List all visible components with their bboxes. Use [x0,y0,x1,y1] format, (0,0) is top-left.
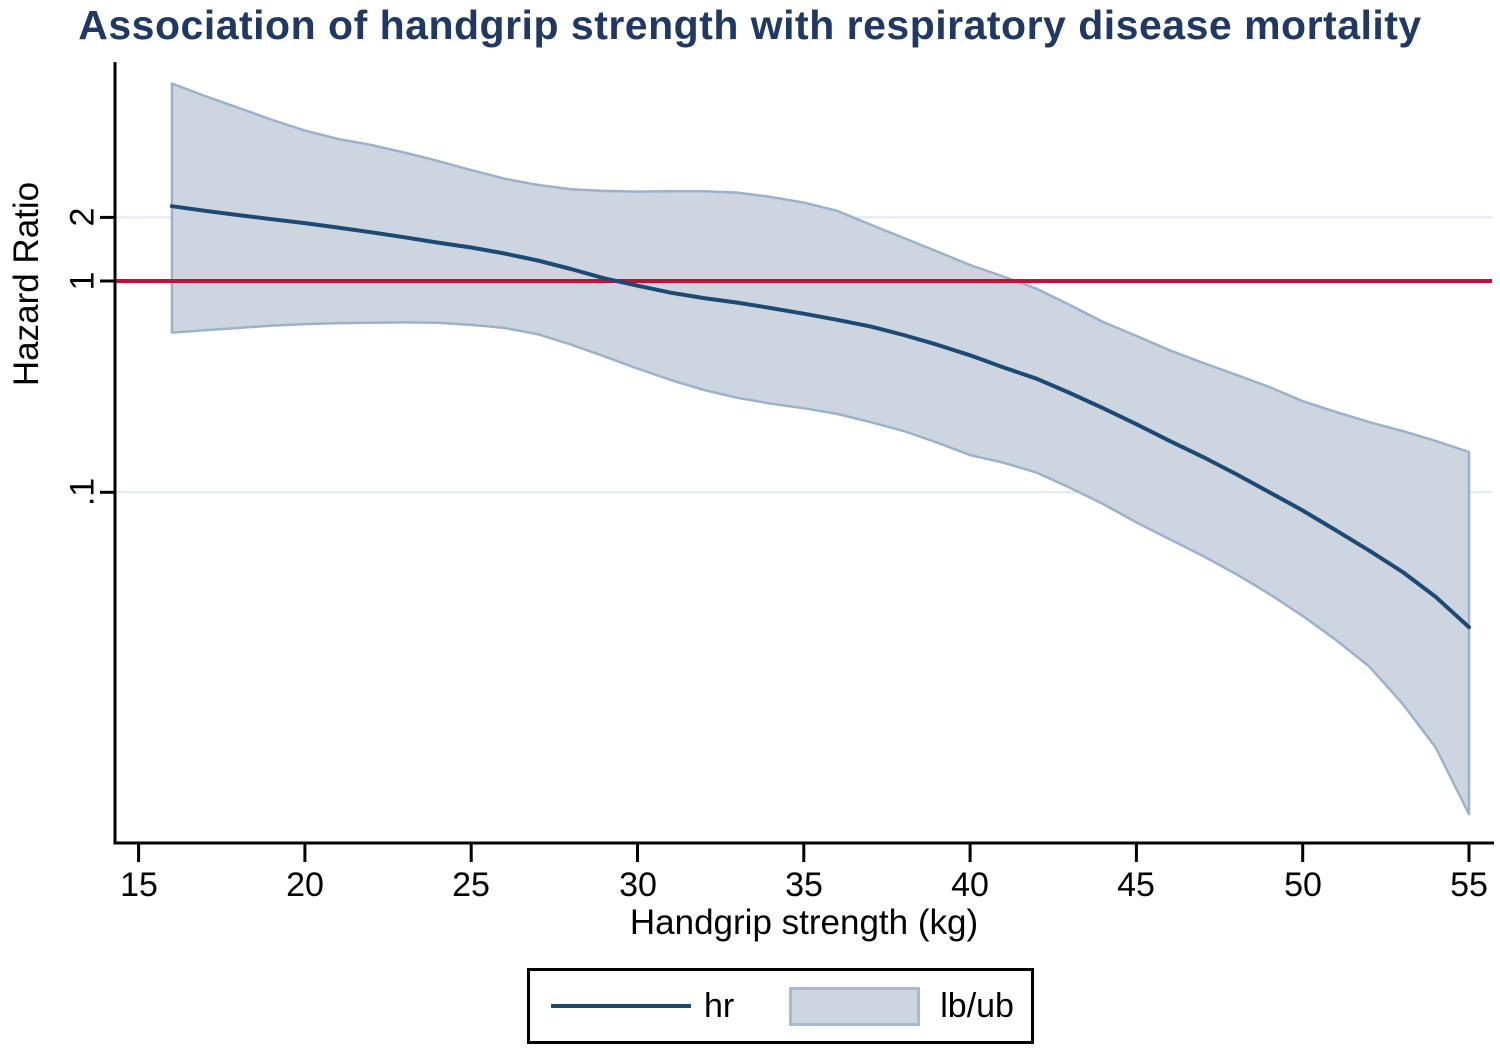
chart-title: Association of handgrip strength with re… [78,2,1422,48]
y-axis-label: Hazard Ratio [7,181,46,387]
y-tick-label-1: 1 [63,271,102,291]
axes [100,62,1494,862]
y-tick-label-01: .1 [63,477,102,507]
legend: hr lb/ub [527,968,1034,1044]
legend-label-hr: hr [704,986,735,1025]
x-tick-label-15: 15 [120,866,158,904]
x-axis-label: Handgrip strength (kg) [629,903,979,942]
x-tick-label-45: 45 [1117,866,1155,904]
x-tick-label-20: 20 [286,866,324,904]
y-tick-label-2: 2 [63,207,102,227]
legend-line-swatch [551,1004,691,1008]
x-tick-label-40: 40 [951,866,989,904]
legend-label-lbub: lb/ub [940,986,1014,1025]
x-tick-label-50: 50 [1284,866,1322,904]
x-tick-label-30: 30 [619,866,657,904]
x-tick-label-55: 55 [1450,866,1488,904]
legend-band-swatch [789,986,921,1026]
x-tick-label-25: 25 [452,866,490,904]
hr-line [169,204,1471,630]
confidence-band [170,82,1471,816]
x-tick-label-35: 35 [785,866,823,904]
